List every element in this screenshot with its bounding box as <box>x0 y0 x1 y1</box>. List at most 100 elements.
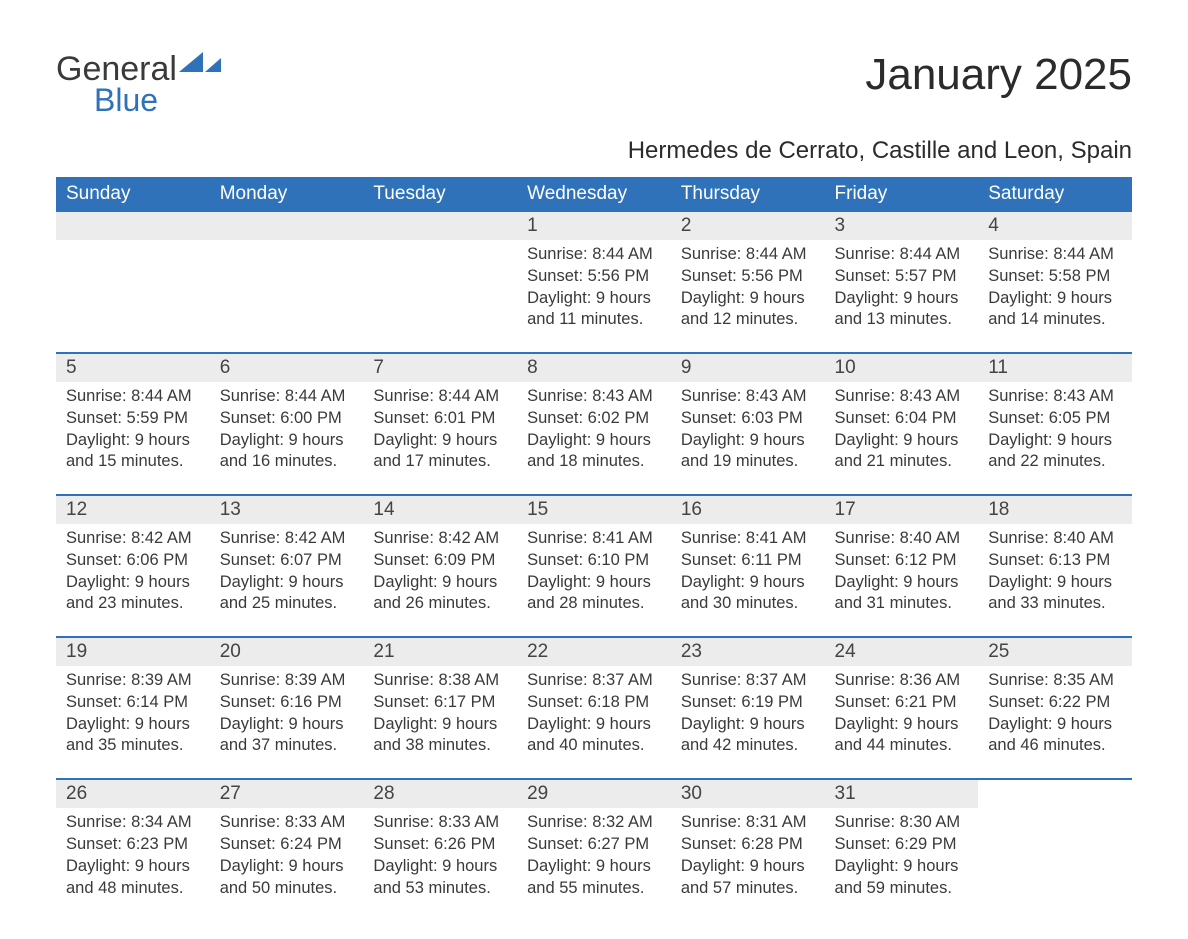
day-content-cell: Sunrise: 8:32 AMSunset: 6:27 PMDaylight:… <box>517 808 671 899</box>
sunset-text: Sunset: 6:01 PM <box>373 408 507 430</box>
day-number-cell: 9 <box>671 353 825 382</box>
sunset-text: Sunset: 6:10 PM <box>527 550 661 572</box>
weekday-header: Monday <box>210 177 364 212</box>
logo: General Blue <box>56 50 221 119</box>
day-number-cell: 5 <box>56 353 210 382</box>
sunset-text: Sunset: 6:19 PM <box>681 692 815 714</box>
weekday-header: Saturday <box>978 177 1132 212</box>
day-content-cell <box>363 240 517 331</box>
sunrise-text: Sunrise: 8:43 AM <box>988 386 1122 408</box>
calendar-page: General Blue January 2025 Hermedes de Ce… <box>0 0 1188 939</box>
day-number-cell: 12 <box>56 495 210 524</box>
day-number-cell: 8 <box>517 353 671 382</box>
day2-text: and 15 minutes. <box>66 451 200 473</box>
day2-text: and 26 minutes. <box>373 593 507 615</box>
day2-text: and 22 minutes. <box>988 451 1122 473</box>
sunrise-text: Sunrise: 8:44 AM <box>681 244 815 266</box>
sunrise-text: Sunrise: 8:43 AM <box>681 386 815 408</box>
day-content-cell: Sunrise: 8:44 AMSunset: 5:58 PMDaylight:… <box>978 240 1132 331</box>
sunset-text: Sunset: 6:05 PM <box>988 408 1122 430</box>
day-number-cell <box>56 212 210 240</box>
day-content-cell: Sunrise: 8:44 AMSunset: 6:00 PMDaylight:… <box>210 382 364 473</box>
day2-text: and 17 minutes. <box>373 451 507 473</box>
day2-text: and 18 minutes. <box>527 451 661 473</box>
day-number-cell: 7 <box>363 353 517 382</box>
day1-text: Daylight: 9 hours <box>988 430 1122 452</box>
day2-text: and 21 minutes. <box>835 451 969 473</box>
day-content-cell <box>210 240 364 331</box>
week-spacer <box>56 757 1132 779</box>
day-number-cell <box>363 212 517 240</box>
sunset-text: Sunset: 6:12 PM <box>835 550 969 572</box>
day1-text: Daylight: 9 hours <box>988 288 1122 310</box>
day-number-cell: 3 <box>825 212 979 240</box>
day1-text: Daylight: 9 hours <box>835 430 969 452</box>
day-content-cell: Sunrise: 8:42 AMSunset: 6:09 PMDaylight:… <box>363 524 517 615</box>
day1-text: Daylight: 9 hours <box>681 714 815 736</box>
day1-text: Daylight: 9 hours <box>373 856 507 878</box>
day-content-cell <box>56 240 210 331</box>
day-content-cell: Sunrise: 8:36 AMSunset: 6:21 PMDaylight:… <box>825 666 979 757</box>
day1-text: Daylight: 9 hours <box>527 288 661 310</box>
day2-text: and 33 minutes. <box>988 593 1122 615</box>
sunset-text: Sunset: 6:26 PM <box>373 834 507 856</box>
day-content-cell: Sunrise: 8:39 AMSunset: 6:14 PMDaylight:… <box>56 666 210 757</box>
day-number-cell: 27 <box>210 779 364 808</box>
sunrise-text: Sunrise: 8:39 AM <box>66 670 200 692</box>
sunrise-text: Sunrise: 8:38 AM <box>373 670 507 692</box>
day-number-cell <box>210 212 364 240</box>
sunset-text: Sunset: 5:59 PM <box>66 408 200 430</box>
day-content-cell: Sunrise: 8:41 AMSunset: 6:10 PMDaylight:… <box>517 524 671 615</box>
weekday-header: Tuesday <box>363 177 517 212</box>
sunset-text: Sunset: 6:02 PM <box>527 408 661 430</box>
sunset-text: Sunset: 6:18 PM <box>527 692 661 714</box>
day-content-row: Sunrise: 8:39 AMSunset: 6:14 PMDaylight:… <box>56 666 1132 757</box>
sunrise-text: Sunrise: 8:34 AM <box>66 812 200 834</box>
day2-text: and 46 minutes. <box>988 735 1122 757</box>
sunset-text: Sunset: 6:23 PM <box>66 834 200 856</box>
sunset-text: Sunset: 6:00 PM <box>220 408 354 430</box>
day1-text: Daylight: 9 hours <box>220 856 354 878</box>
sunrise-text: Sunrise: 8:43 AM <box>835 386 969 408</box>
day-content-cell: Sunrise: 8:43 AMSunset: 6:04 PMDaylight:… <box>825 382 979 473</box>
weekday-header: Wednesday <box>517 177 671 212</box>
day-number-cell: 6 <box>210 353 364 382</box>
day1-text: Daylight: 9 hours <box>220 714 354 736</box>
day1-text: Daylight: 9 hours <box>527 430 661 452</box>
sunrise-text: Sunrise: 8:44 AM <box>527 244 661 266</box>
day-content-row: Sunrise: 8:44 AM Sunset: 5:59 PM Daylight:… <box>56 382 1132 473</box>
day2-text: and 37 minutes. <box>220 735 354 757</box>
day1-text: Daylight: 9 hours <box>835 714 969 736</box>
day-number-cell: 17 <box>825 495 979 524</box>
day2-text: and 25 minutes. <box>220 593 354 615</box>
sunrise-text: Sunrise: 8:42 AM <box>66 528 200 550</box>
sunset-text: Sunset: 5:56 PM <box>527 266 661 288</box>
day2-text: and 40 minutes. <box>527 735 661 757</box>
sunrise-text: Sunrise: 8:40 AM <box>835 528 969 550</box>
day1-text: Daylight: 9 hours <box>681 430 815 452</box>
day-content-cell: Sunrise: 8:41 AMSunset: 6:11 PMDaylight:… <box>671 524 825 615</box>
day2-text: and 48 minutes. <box>66 878 200 900</box>
week-spacer <box>56 615 1132 637</box>
day-content-cell: Sunrise: 8:44 AMSunset: 5:59 PMDaylight:… <box>56 382 210 473</box>
day-content-row: Sunrise: 8:34 AMSunset: 6:23 PM Daylight:… <box>56 808 1132 899</box>
day-number-cell: 10 <box>825 353 979 382</box>
sunset-text: Sunset: 6:09 PM <box>373 550 507 572</box>
day1-text: Daylight: 9 hours <box>527 856 661 878</box>
sunset-text: Sunset: 6:22 PM <box>988 692 1122 714</box>
day-number-row: 19202122232425 <box>56 637 1132 666</box>
day2-text: and 12 minutes. <box>681 309 815 331</box>
day-number-cell: 19 <box>56 637 210 666</box>
day-number-cell: 20 <box>210 637 364 666</box>
day-content-cell: Sunrise: 8:42 AMSunset: 6:07 PMDaylight:… <box>210 524 364 615</box>
day1-text: Daylight: 9 hours <box>681 572 815 594</box>
day2-text: and 30 minutes. <box>681 593 815 615</box>
sunrise-text: Sunrise: 8:44 AM <box>220 386 354 408</box>
day1-text: Daylight: 9 hours <box>681 856 815 878</box>
week-spacer <box>56 473 1132 495</box>
day1-text: Daylight: 9 hours <box>220 430 354 452</box>
day-number-cell: 29 <box>517 779 671 808</box>
sunset-text: Sunset: 5:58 PM <box>988 266 1122 288</box>
day-content-cell: Sunrise: 8:44 AMSunset: 6:01 PMDaylight:… <box>363 382 517 473</box>
day1-text: Daylight: 9 hours <box>988 714 1122 736</box>
